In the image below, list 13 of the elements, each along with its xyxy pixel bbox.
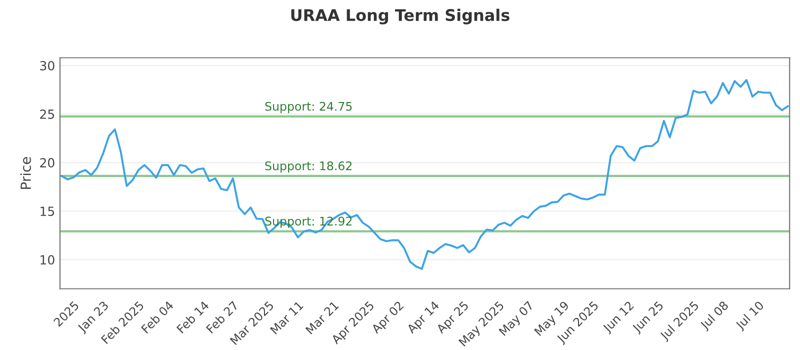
ref-line-label: Support: 18.62 xyxy=(265,161,352,173)
line-series xyxy=(60,79,789,270)
x-tick-label: Jul 08 xyxy=(699,300,730,332)
y-tick-label: 30 xyxy=(40,60,54,70)
chart-title: URAA Long Term Signals xyxy=(291,8,510,24)
y-tick-label: 25 xyxy=(40,110,54,119)
x-tick-label: Jul 10 xyxy=(734,300,766,332)
ref-line-label: Support: 24.75 xyxy=(265,102,352,114)
y-axis-title: Price xyxy=(20,157,31,189)
x-tick-label: Mar 21 xyxy=(305,300,339,335)
y-tick-label: 10 xyxy=(40,255,54,265)
y-tick-label: 15 xyxy=(40,206,54,216)
y-tick-label: 20 xyxy=(40,158,54,168)
